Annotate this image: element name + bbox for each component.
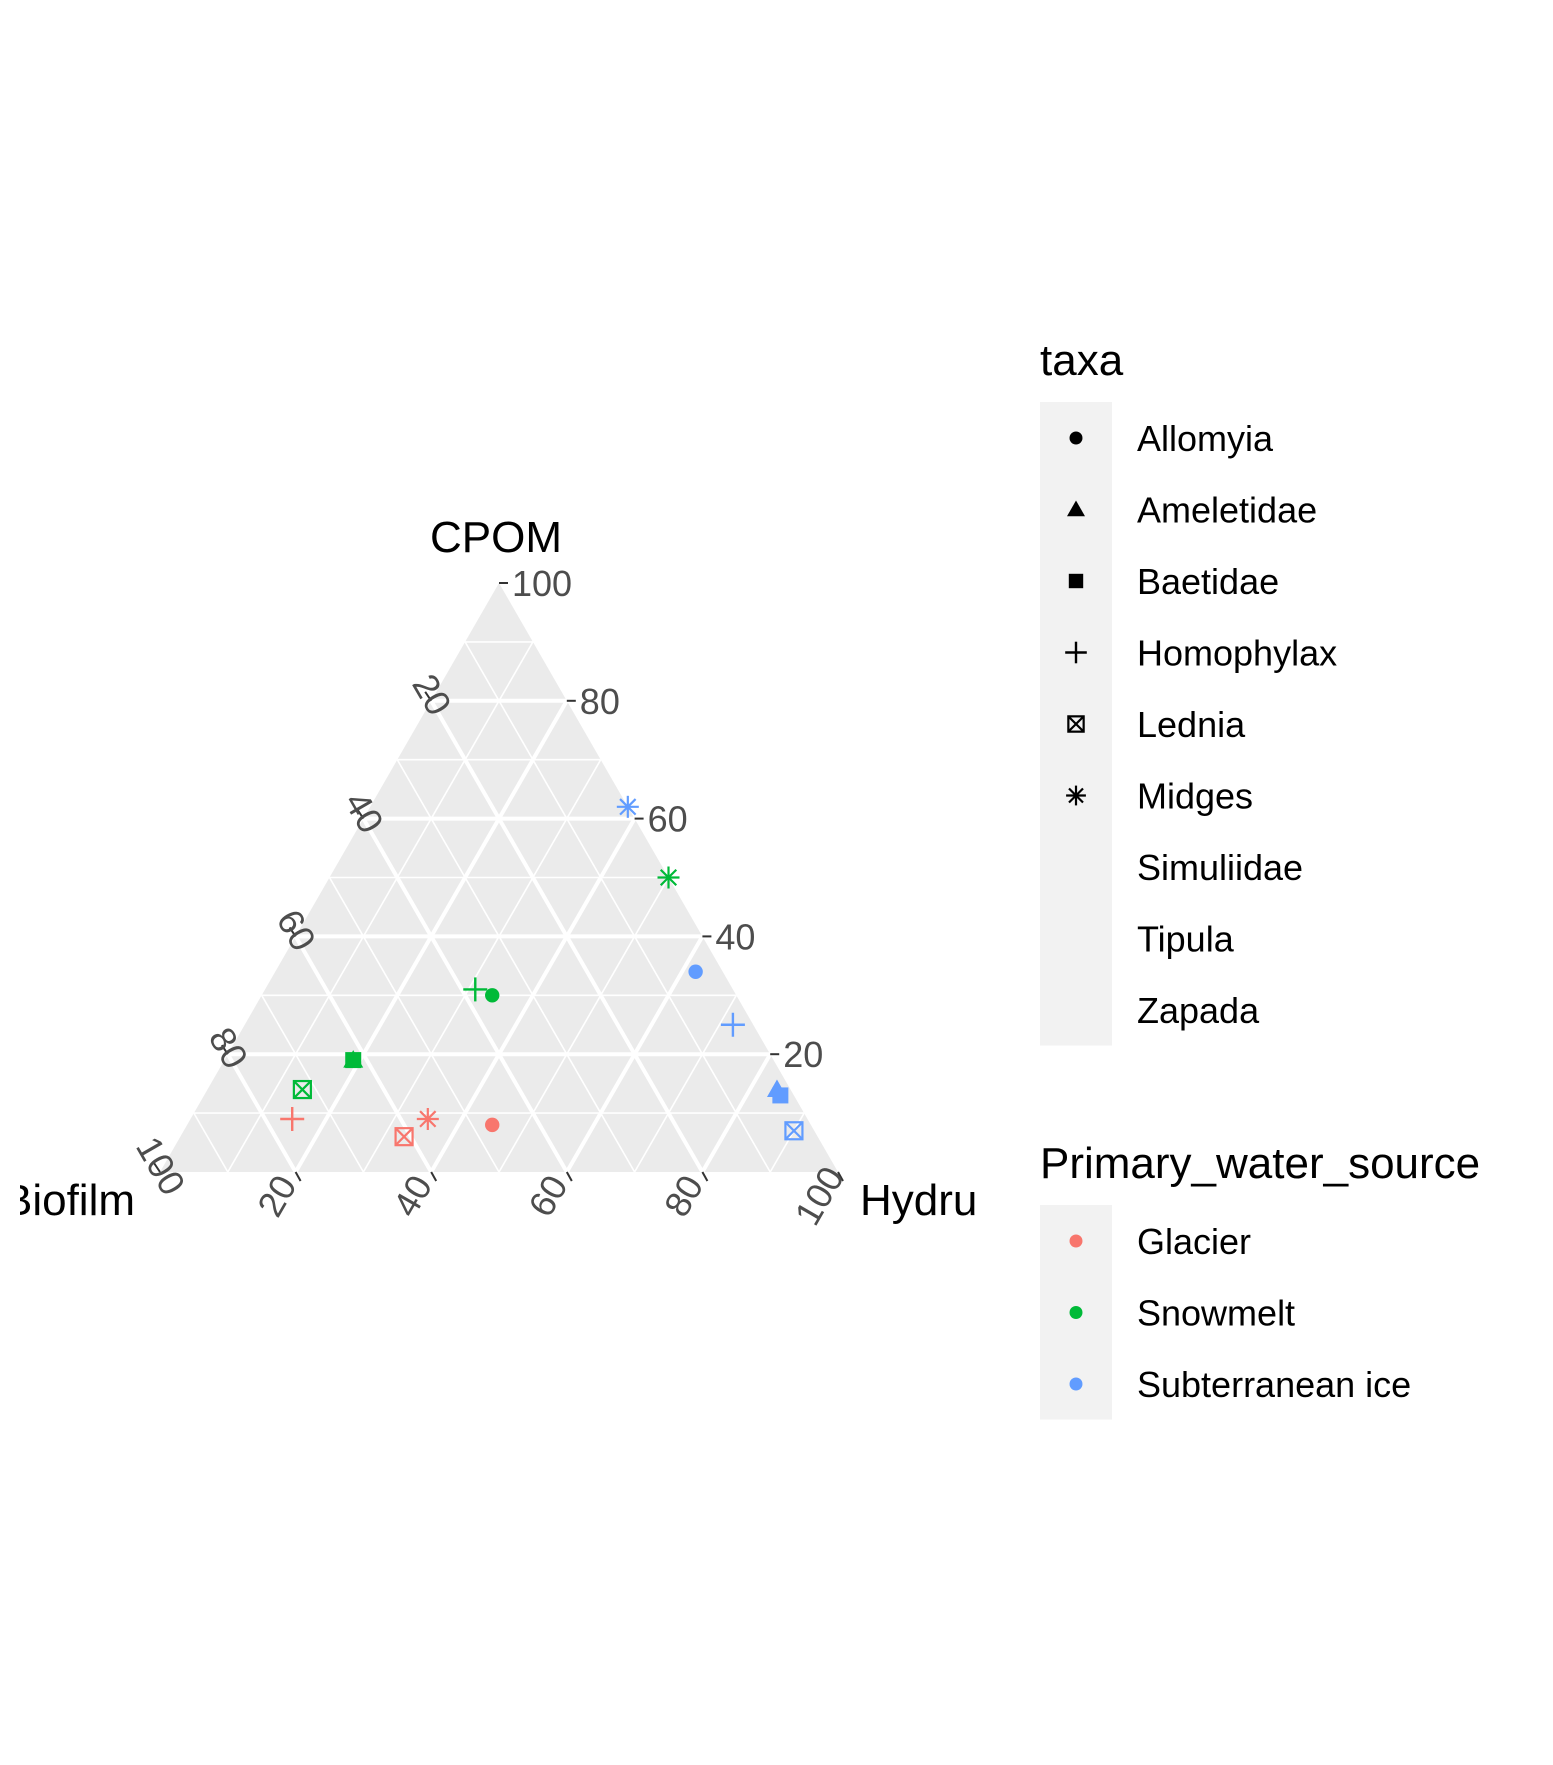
tick-mark [701,1171,709,1182]
legend-key [1069,1234,1083,1248]
grid-line-major [565,935,705,1173]
tick-mark [294,1171,302,1182]
grid-lines [193,641,805,1173]
data-point [772,1087,789,1104]
tick-label-cpom: 40 [715,916,755,957]
tick-label-hydrurus: 20 [249,1168,305,1223]
grid-line-minor [464,641,771,1173]
legend-label: Allomyia [1137,418,1274,459]
legend-key [1067,715,1085,733]
data-point [280,1106,305,1131]
tick-mark [837,1171,844,1182]
axis-title-top: CPOM [430,513,562,562]
tick-mark [565,1171,573,1182]
tick-label-cpom: 80 [580,681,620,722]
data-point [394,1127,414,1147]
tick-label-cpom: 20 [783,1034,823,1075]
tick-label-cpom: 100 [512,563,572,604]
legend-label: Lednia [1137,704,1246,745]
legend-label: Midges [1137,776,1253,817]
legend-key [1068,573,1084,589]
tick-label-hydrurus: 60 [520,1168,576,1223]
grid-line-major [700,1053,772,1173]
grid-line-minor [396,759,636,1173]
legend-key [1069,1306,1083,1319]
tick-mark [430,1171,438,1182]
grid-line-minor [261,994,365,1173]
data-point [343,1050,364,1068]
legend-label: Simuliidae [1137,847,1303,888]
grid-line-minor [227,641,534,1173]
legend-label: Tipula [1137,919,1235,960]
tick-mark [220,1044,229,1055]
legend-key [1067,500,1085,517]
legend-taxa: taxa Allomyia Ameletidae Baetidae Homophylax… [1040,336,1337,1046]
data-point [657,866,680,889]
grid-line-major [226,1053,298,1173]
data-point [485,1117,500,1133]
data-point [292,1079,312,1100]
legend-label: Zapada [1137,990,1260,1031]
grid-line-minor [498,877,670,1173]
legend-label: Subterranean ice [1137,1364,1411,1405]
tick-label-hydrurus: 80 [656,1168,712,1223]
legend-label: Glacier [1137,1221,1251,1262]
data-point [720,1012,745,1037]
legend-key [1066,785,1086,806]
legend-key [1069,1377,1083,1391]
legend-label: Ameletidae [1137,490,1317,531]
legend-label: Homophylax [1137,633,1337,674]
data-points [280,795,804,1147]
tick-mark [153,1162,161,1173]
data-point [688,964,703,979]
legend-key [1069,431,1083,445]
data-point [416,1107,439,1130]
axis-title-left: Biofilm [3,1176,135,1225]
data-point [616,795,639,818]
grid-line-minor [193,1112,229,1173]
tick-label-cpom: 60 [648,799,688,840]
tick-mark [288,926,297,937]
grid-line-minor [328,877,500,1173]
legend-label: Snowmelt [1137,1293,1295,1334]
legend-key [1065,641,1087,664]
grid-line-minor [362,759,602,1173]
legend-title: taxa [1040,336,1124,385]
data-point [463,977,488,1002]
data-point [784,1121,804,1141]
axis-title-right: Hydrurus [860,1176,1039,1225]
legend-label: Baetidae [1137,561,1279,602]
legend-title: Primary_water_source [1040,1139,1480,1188]
grid-line-minor [633,994,737,1173]
legend-water-source: Primary_water_source Glacier Snowmelt Subte… [1040,1139,1480,1420]
tick-mark [356,809,365,820]
data-point [485,988,500,1003]
tick-mark [424,691,433,702]
tick-label-hydrurus: 40 [385,1168,441,1223]
